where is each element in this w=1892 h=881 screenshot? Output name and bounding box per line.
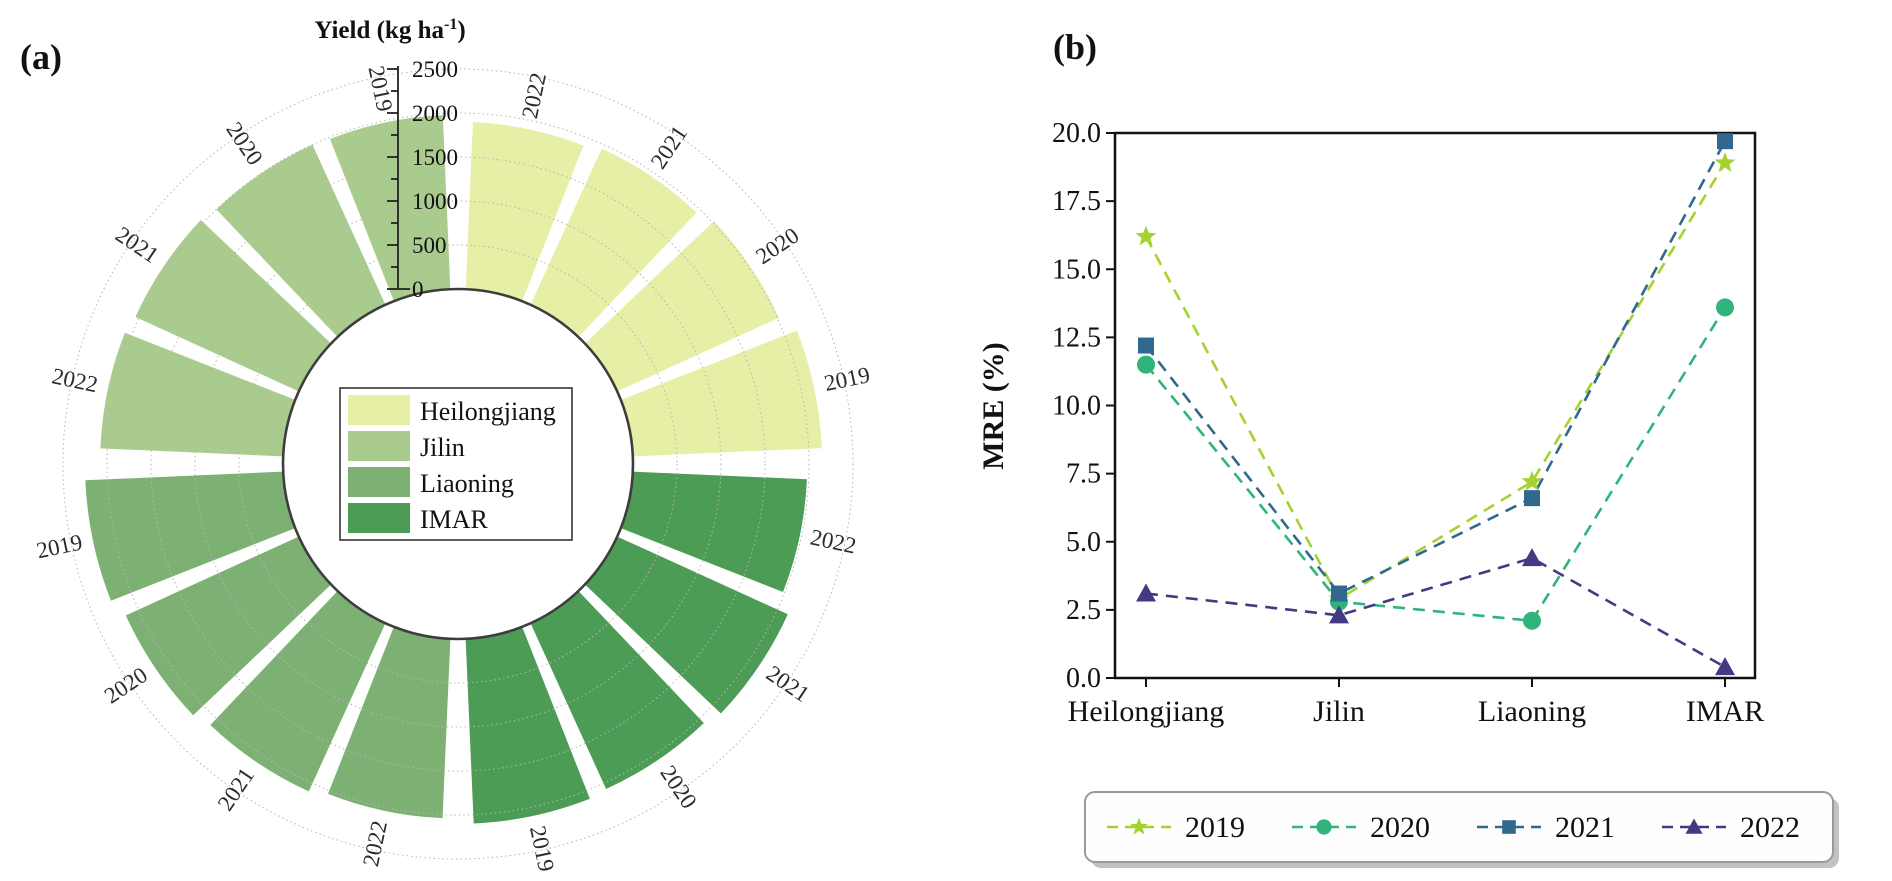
radial-tick-label-2500: 2500 xyxy=(412,57,458,82)
radial-axis-title: Yield (kg ha-1) xyxy=(314,16,465,44)
legend-label-heilongjiang: Heilongjiang xyxy=(420,397,556,426)
series-line-2020 xyxy=(1144,306,1727,623)
legend-label-imar: IMAR xyxy=(420,505,489,534)
legend-label-2022: 2022 xyxy=(1740,811,1800,844)
marker-2021-heilongjiang xyxy=(1138,337,1154,354)
grid-circle-500 xyxy=(238,244,678,684)
marker-2022-liaoning xyxy=(1522,548,1542,567)
y-tick-label-7.5: 7.5 xyxy=(1066,459,1101,490)
bar-jilin-2021 xyxy=(135,219,332,392)
marker-2020-imar xyxy=(1716,298,1734,317)
year-label-imar-2021: 2021 xyxy=(762,661,814,707)
legend-swatch-jilin xyxy=(348,431,410,461)
panel-a-tag: (a) xyxy=(20,37,62,77)
legend-marker-2022 xyxy=(1685,818,1703,834)
legend-label-liaoning: Liaoning xyxy=(420,469,514,498)
bar-liaoning-2020 xyxy=(125,536,332,716)
year-label-liaoning-2020: 2020 xyxy=(100,662,152,708)
legend-label-2021: 2021 xyxy=(1555,811,1615,844)
bar-heilongjiang-2022 xyxy=(465,122,584,302)
y-tick-label-0.0: 0.0 xyxy=(1066,663,1101,694)
x-tick-label-imar: IMAR xyxy=(1686,695,1764,728)
y-tick-label-15.0: 15.0 xyxy=(1052,254,1101,285)
marker-2020-liaoning xyxy=(1523,611,1541,630)
year-label-liaoning-2022: 2022 xyxy=(358,818,392,868)
year-label-heilongjiang-2020: 2020 xyxy=(751,223,803,269)
marker-2021-jilin xyxy=(1331,585,1347,602)
grid-circle-2500 xyxy=(62,68,854,860)
year-label-liaoning-2021: 2021 xyxy=(213,763,259,815)
y-tick-label-5.0: 5.0 xyxy=(1066,527,1101,558)
series-line-2022 xyxy=(1145,556,1726,669)
panel-b-tag: (b) xyxy=(1053,27,1097,67)
year-label-jilin-2019: 2019 xyxy=(363,64,397,114)
legend-box-b xyxy=(1084,791,1834,863)
year-label-jilin-2022: 2022 xyxy=(50,363,100,397)
year-label-heilongjiang-2019: 2019 xyxy=(822,362,872,396)
legend-marker-2020 xyxy=(1316,819,1332,835)
marker-2022-imar xyxy=(1715,657,1735,676)
y-tick-label-2.5: 2.5 xyxy=(1066,595,1101,626)
y-tick-label-20.0: 20.0 xyxy=(1052,118,1101,149)
bar-heilongjiang-2020 xyxy=(584,221,779,392)
year-label-imar-2022: 2022 xyxy=(808,525,858,559)
marker-2019-liaoning xyxy=(1521,470,1543,491)
legend-marker-2021 xyxy=(1502,820,1516,834)
legend-label-2019: 2019 xyxy=(1185,811,1245,844)
year-label-jilin-2020: 2020 xyxy=(221,118,267,170)
series-line-2021 xyxy=(1144,140,1727,596)
bar-imar-2021 xyxy=(584,536,788,714)
marker-2021-imar xyxy=(1717,133,1733,150)
radial-tick-label-2000: 2000 xyxy=(412,101,458,126)
year-label-imar-2019: 2019 xyxy=(525,824,559,874)
bar-jilin-2019 xyxy=(330,115,451,302)
marker-2020-heilongjiang xyxy=(1137,355,1155,374)
bar-imar-2020 xyxy=(530,590,704,790)
legend-swatch-heilongjiang xyxy=(348,395,410,425)
grid-circle-2000 xyxy=(106,112,810,816)
grid-circle-1000 xyxy=(194,200,722,728)
legend-swatch-liaoning xyxy=(348,467,410,497)
year-label-heilongjiang-2021: 2021 xyxy=(646,121,692,173)
marker-2019-heilongjiang xyxy=(1135,225,1157,246)
year-label-liaoning-2019: 2019 xyxy=(34,529,84,563)
y-tick-label-17.5: 17.5 xyxy=(1052,186,1101,217)
radial-tick-label-1500: 1500 xyxy=(412,145,458,170)
bar-jilin-2022 xyxy=(100,332,296,457)
radial-tick-label-1000: 1000 xyxy=(412,189,458,214)
marker-2021-liaoning xyxy=(1524,490,1540,507)
bar-heilongjiang-2019 xyxy=(620,330,822,457)
y-axis-label: MRE (%) xyxy=(977,342,1010,469)
bar-liaoning-2021 xyxy=(210,590,386,792)
bar-imar-2022 xyxy=(620,471,807,592)
x-tick-label-liaoning: Liaoning xyxy=(1478,695,1586,728)
year-label-heilongjiang-2022: 2022 xyxy=(517,70,551,120)
bar-jilin-2020 xyxy=(216,144,386,338)
x-tick-label-heilongjiang: Heilongjiang xyxy=(1068,695,1225,728)
x-tick-label-jilin: Jilin xyxy=(1313,695,1365,728)
year-label-jilin-2021: 2021 xyxy=(111,222,163,268)
bar-liaoning-2022 xyxy=(328,626,451,819)
radial-tick-label-500: 500 xyxy=(412,233,447,258)
legend-label-jilin: Jilin xyxy=(420,433,465,462)
year-label-imar-2020: 2020 xyxy=(655,761,701,813)
legend-swatch-imar xyxy=(348,503,410,533)
legend-label-2020: 2020 xyxy=(1370,811,1430,844)
marker-2019-imar xyxy=(1714,152,1736,172)
marker-2022-jilin xyxy=(1329,605,1349,624)
grid-circle-1500 xyxy=(150,156,766,772)
bar-imar-2019 xyxy=(465,626,590,824)
radial-tick-label-0: 0 xyxy=(412,277,424,302)
marker-2022-heilongjiang xyxy=(1136,583,1156,602)
y-tick-label-10.0: 10.0 xyxy=(1052,391,1101,422)
plot-frame xyxy=(1113,131,1757,680)
bar-heilongjiang-2021 xyxy=(530,148,697,338)
bar-liaoning-2019 xyxy=(85,471,296,601)
series-line-2019 xyxy=(1144,162,1727,601)
legend-marker-2019 xyxy=(1130,817,1148,835)
y-tick-label-12.5: 12.5 xyxy=(1052,322,1101,353)
